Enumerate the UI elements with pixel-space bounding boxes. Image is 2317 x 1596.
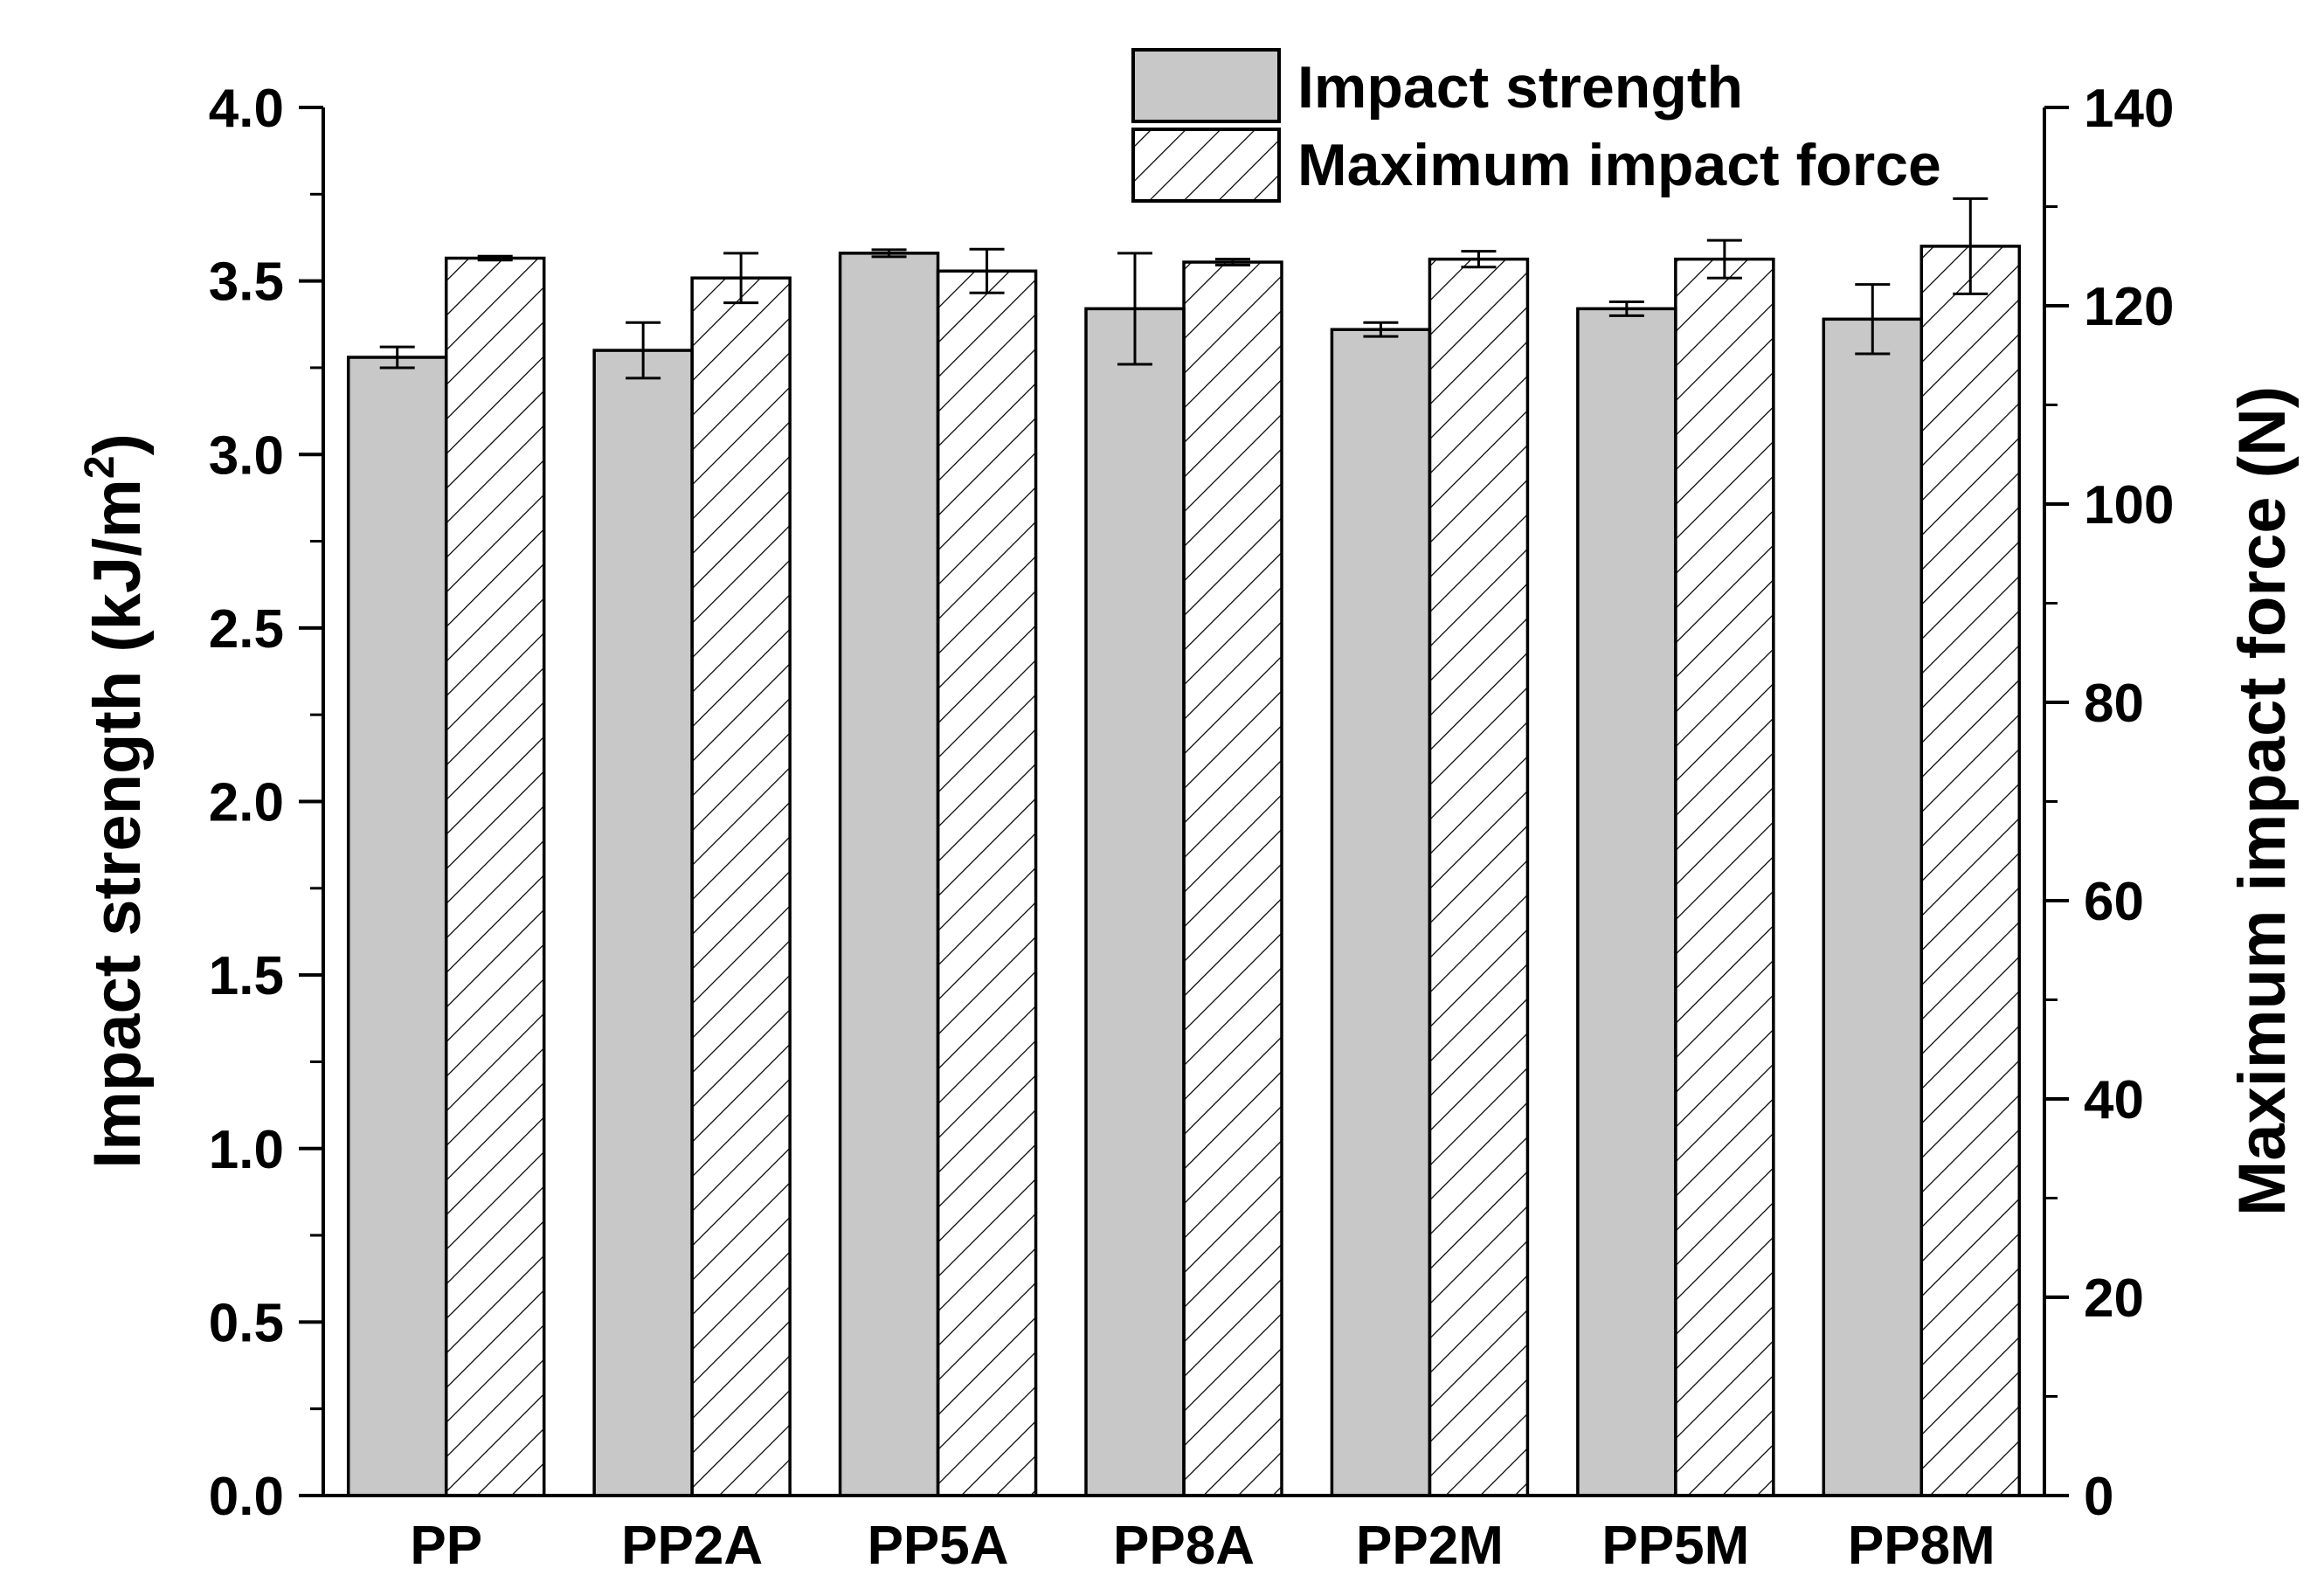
error-bar-maximum-impact-force-pp2m [1461,250,1497,269]
category-label-pp2a: PP2A [621,1516,763,1576]
bar-impact-strength-pp [346,356,448,1497]
category-label-pp: PP [410,1516,482,1576]
left-tick-label: 1.0 [209,1120,284,1180]
category-label-pp8a: PP8A [1113,1516,1255,1576]
right-tick-label: 20 [2084,1268,2144,1329]
error-bar-maximum-impact-force-pp2a [723,252,759,305]
right-axis-ticks: 0 20 40 60 80 100 120 140 [2044,79,2174,1527]
left-tick-label: 1.5 [209,946,284,1006]
bar-impact-strength-pp2m [1330,328,1432,1497]
legend-swatch-impact-strength [1131,48,1281,123]
bars-group [346,245,2022,1497]
error-bar-impact-strength-pp5m [1608,300,1644,317]
bar-maximum-impact-force-pp [444,256,546,1497]
bar-maximum-impact-force-pp8m [1919,245,2022,1497]
category-label-pp8m: PP8M [1848,1516,1995,1576]
legend: Impact strength Maximum impact force [1131,48,1941,203]
bar-impact-strength-pp5m [1576,307,1677,1497]
right-tick-label: 0 [2084,1467,2113,1527]
bar-maximum-impact-force-pp8a [1182,260,1283,1497]
bar-impact-strength-pp5a [838,252,940,1497]
bar-maximum-impact-force-pp5a [936,269,1038,1497]
left-axis-title: Impact strength (kJ/m2) [77,433,155,1169]
error-bar-maximum-impact-force-pp5m [1706,238,1742,280]
category-label-pp5a: PP5A [868,1516,1009,1576]
error-bar-impact-strength-pp5a [871,248,907,259]
error-bar-maximum-impact-force-pp8a [1215,258,1250,266]
right-tick-label: 100 [2084,475,2174,535]
legend-swatch-maximum-impact-force [1131,128,1281,203]
bar-impact-strength-pp8m [1822,317,1924,1497]
bar-maximum-impact-force-pp2a [690,276,792,1497]
legend-label-impact-strength: Impact strength [1297,54,1743,121]
error-bar-impact-strength-pp [379,345,415,370]
right-axis-title: Maximum impact force (N) [2225,386,2300,1216]
left-tick-label: 2.0 [209,773,284,833]
bar-maximum-impact-force-pp5m [1674,257,1775,1497]
right-tick-label: 60 [2084,872,2144,932]
error-bar-impact-strength-pp2a [626,321,661,380]
left-tick-label: 0.0 [209,1467,284,1527]
error-bar-impact-strength-pp8a [1117,252,1152,366]
error-bar-impact-strength-pp2m [1363,321,1399,338]
left-tick-label: 4.0 [209,79,284,139]
left-tick-label: 0.5 [209,1293,284,1353]
error-bars-group [379,197,1988,380]
error-bar-impact-strength-pp8m [1855,283,1891,356]
category-label-pp5m: PP5M [1601,1516,1749,1576]
legend-label-maximum-impact-force: Maximum impact force [1297,132,1941,198]
category-label-pp2m: PP2M [1356,1516,1504,1576]
bar-impact-strength-pp2a [592,349,694,1497]
right-tick-label: 140 [2084,79,2174,139]
left-axis-ticks: 0.0 0.5 1.0 1.5 2.0 2.5 3.0 3.5 4.0 [209,79,323,1527]
left-tick-label: 3.5 [209,252,284,313]
error-bar-maximum-impact-force-pp [477,254,513,262]
category-labels: PP PP2A PP5A PP8A PP2M PP5M PP8M [410,1516,1995,1576]
right-tick-label: 120 [2084,277,2174,337]
right-tick-label: 40 [2084,1070,2144,1130]
bar-impact-strength-pp8a [1084,307,1186,1497]
error-bar-maximum-impact-force-pp8m [1953,197,1988,295]
error-bar-maximum-impact-force-pp5a [969,247,1005,294]
left-tick-label: 3.0 [209,425,284,486]
bar-maximum-impact-force-pp2m [1428,257,1530,1497]
right-tick-label: 80 [2084,674,2144,734]
left-tick-label: 2.5 [209,599,284,660]
